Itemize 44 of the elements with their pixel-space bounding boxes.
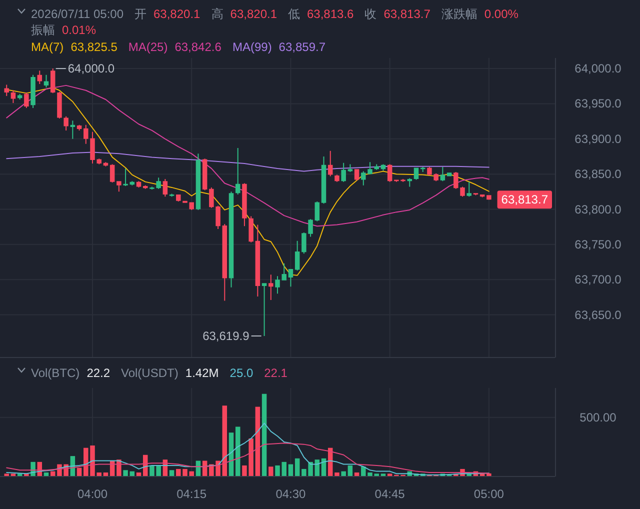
annotation: 63,619.9 bbox=[202, 328, 250, 343]
text: Vol(USDT) bbox=[121, 366, 178, 380]
text: MA(99) bbox=[232, 40, 272, 54]
y-tick-label: 63,750.0 bbox=[574, 237, 622, 252]
text: 63,820.1 bbox=[154, 7, 201, 21]
text: 25.0 bbox=[230, 366, 254, 380]
text: 涨跌幅 bbox=[441, 7, 478, 21]
text: 63,820.1 bbox=[230, 7, 278, 21]
text: 低 bbox=[288, 7, 300, 21]
y-tick-label: 64,000.0 bbox=[574, 62, 622, 76]
y-tick-label: 63,800.0 bbox=[574, 202, 622, 216]
y-tick-label: 63,900.0 bbox=[574, 132, 622, 146]
text: 63,813.6 bbox=[307, 7, 354, 21]
x-tick-label: 04:45 bbox=[374, 487, 406, 501]
text: 0.00% bbox=[484, 7, 519, 21]
text: 收 bbox=[364, 7, 377, 21]
marker-note: 63,619.9 bbox=[202, 328, 262, 343]
text: 63,859.7 bbox=[278, 40, 326, 54]
y-tick-label: 63,850.0 bbox=[574, 167, 622, 182]
text: 22.2 bbox=[86, 366, 110, 380]
y-tick-label: 63,650.0 bbox=[574, 308, 622, 322]
y-tick-label: 500.00 bbox=[580, 410, 617, 424]
text: 63,813.7 bbox=[384, 7, 431, 21]
x-tick-label: 04:30 bbox=[276, 487, 306, 501]
text: Vol(BTC) bbox=[31, 366, 80, 380]
text: 2026/07/11 05:00 bbox=[31, 7, 124, 21]
text: 高 bbox=[211, 7, 224, 21]
text: 1.42M bbox=[185, 366, 219, 380]
y-tick-label: 63,950.0 bbox=[574, 96, 622, 111]
text: 开 bbox=[134, 7, 146, 21]
text: MA(25) bbox=[128, 40, 168, 54]
x-tick-label: 04:00 bbox=[77, 487, 108, 501]
annotation: 63,813.7 bbox=[501, 192, 548, 207]
annotation: 64,000.0 bbox=[68, 62, 115, 76]
x-tick-label: 05:00 bbox=[474, 487, 504, 501]
marker-note: 64,000.0 bbox=[55, 62, 115, 76]
y-tick-label: 63,700.0 bbox=[574, 272, 622, 287]
text: MA(7) bbox=[31, 40, 64, 54]
text: 63,825.5 bbox=[70, 40, 118, 54]
text: 22.1 bbox=[264, 366, 288, 380]
text: 0.01% bbox=[62, 23, 96, 37]
x-tick-label: 04:15 bbox=[176, 487, 207, 501]
text: 振幅 bbox=[31, 23, 55, 37]
text: 63,842.6 bbox=[174, 40, 222, 54]
